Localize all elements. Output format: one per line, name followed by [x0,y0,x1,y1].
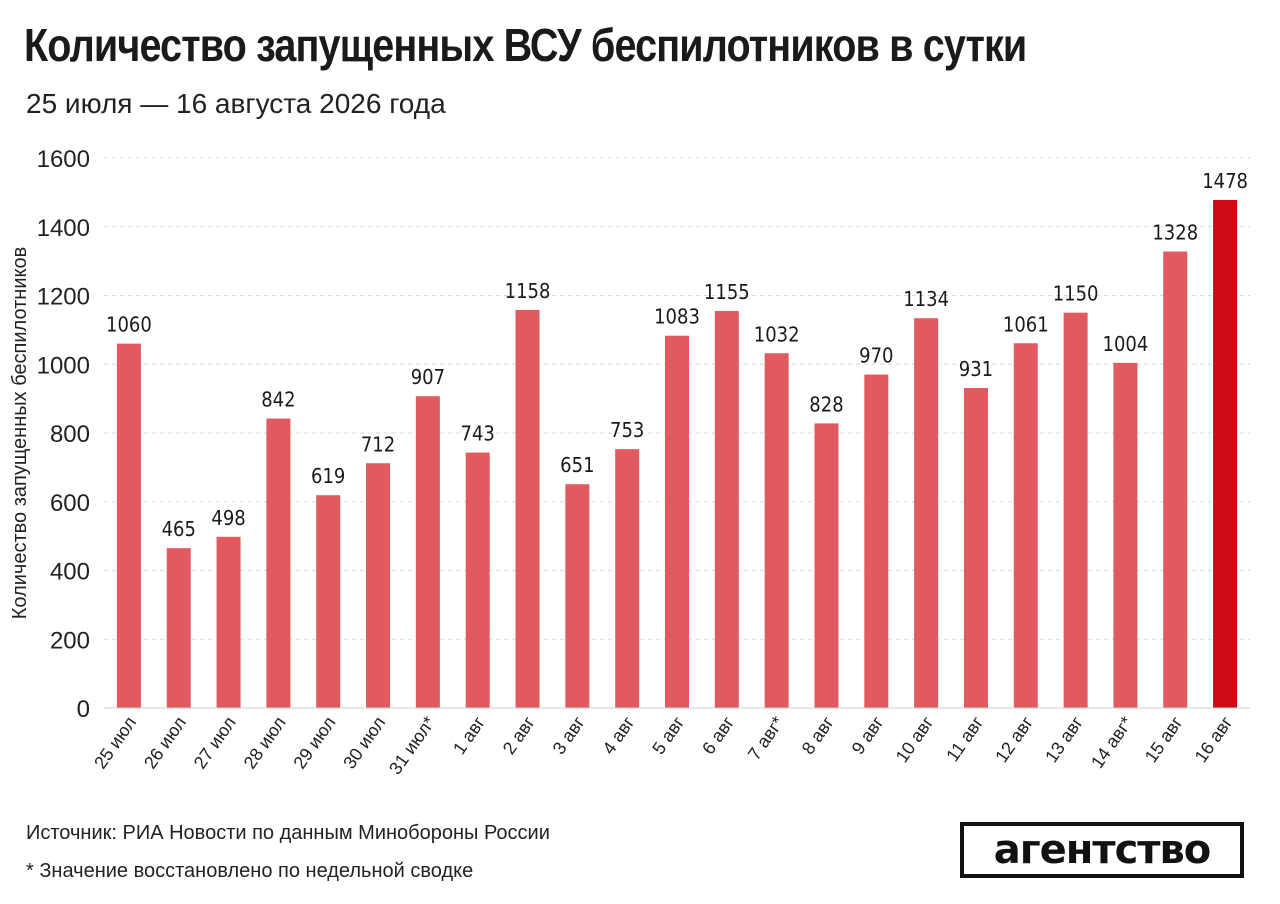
bar [1213,199,1238,708]
bar [1063,312,1088,708]
x-tick-label: 2 авг [499,712,539,758]
y-tick-label: 600 [50,490,90,517]
bar [764,353,789,708]
logo-text: агентство [993,827,1212,873]
bar [615,449,640,708]
bar-value-label: 743 [461,422,495,446]
y-tick-label: 200 [50,627,90,654]
x-tick-label: 14 авг* [1087,713,1137,772]
y-tick-label: 800 [50,421,90,448]
bar-value-label: 1150 [1053,282,1099,306]
bar-value-label: 970 [859,344,893,368]
bar-value-label: 1155 [704,280,750,304]
bar [665,335,689,708]
bar [366,463,391,708]
x-tick-label: 3 авг [549,712,589,758]
agency-logo: агентство [960,822,1244,878]
bar-value-label: 1158 [505,279,551,303]
bar [1113,362,1138,708]
y-tick-label: 1000 [37,352,90,379]
x-tick-label: 27 июл [190,713,240,773]
chart-title: Количество запущенных ВСУ беспилотников … [24,19,1027,71]
x-tick-label: 28 июл [240,713,290,773]
y-tick-label: 400 [50,559,90,586]
bar-value-label: 498 [211,506,245,530]
bar-value-label: 465 [162,517,196,541]
bar [316,495,341,708]
bar [216,536,241,708]
bar-value-label: 651 [560,453,594,477]
bar-chart: 0 200 400 600 800 1000 1200 1400 1600 Количество … [9,146,1250,778]
bar [1013,343,1038,708]
y-tick-label: 1400 [37,215,90,242]
source-note: Источник: РИА Новости по данным Миноборо… [26,822,550,844]
bar-value-label: 1328 [1152,221,1198,245]
bar [864,374,889,708]
footnote: * Значение восстановлено по недельной св… [26,860,474,882]
bar-value-label: 907 [411,365,445,389]
x-tick-label: 25 июл [90,713,140,773]
bar [266,418,291,708]
bar-value-label: 1004 [1103,332,1149,356]
x-tick-label: 5 авг [648,712,688,758]
bar [515,309,540,708]
bar [814,423,839,708]
bar [1163,251,1188,708]
bar [963,387,988,708]
bar-value-label: 828 [809,392,843,416]
bar-value-label: 1061 [1003,312,1049,336]
x-tick-label: 12 авг [991,712,1037,766]
x-tick-label: 13 авг [1041,712,1087,766]
x-tick-label: 1 авг [449,712,489,758]
bar [565,484,590,708]
x-tick-label: 16 авг [1191,712,1237,766]
bar-value-label: 1478 [1202,169,1248,193]
bar [415,396,440,708]
bar-value-label: 1032 [754,322,800,346]
bar [465,452,490,708]
bar-value-label: 1134 [903,287,949,311]
x-tick-label: 31 июл* [385,713,439,778]
bar [714,310,739,708]
chart-subtitle: 25 июля — 16 августа 2026 года [26,88,446,119]
bar-value-label: 1083 [654,305,700,329]
bar-value-label: 619 [311,464,345,488]
bar [116,343,141,708]
x-tick-label: 8 авг [798,712,838,758]
x-tick-label: 7 авг* [744,713,788,764]
x-tick-label: 30 июл [339,713,389,773]
y-tick-label: 1200 [37,284,90,311]
bar-value-label: 842 [261,388,295,412]
bar-value-label: 931 [959,357,993,381]
x-tick-label: 9 авг [848,712,888,758]
x-tick-label: 15 авг [1141,712,1187,766]
bar [914,318,939,708]
bar-value-label: 753 [610,418,644,442]
x-tick-label: 4 авг [598,712,638,758]
x-tick-label: 26 июл [140,713,190,773]
x-tick-label: 6 авг [698,712,738,758]
bar-value-label: 1060 [106,313,152,337]
y-tick-label: 0 [77,696,90,723]
x-tick-label: 11 авг [942,712,987,765]
bar [166,548,191,708]
bar-value-label: 712 [361,432,395,456]
x-tick-label: 29 июл [289,713,339,773]
y-axis-label: Количество запущенных беспилотников [9,247,31,620]
x-tick-label: 10 авг [892,712,938,766]
y-tick-label: 1600 [37,146,90,173]
